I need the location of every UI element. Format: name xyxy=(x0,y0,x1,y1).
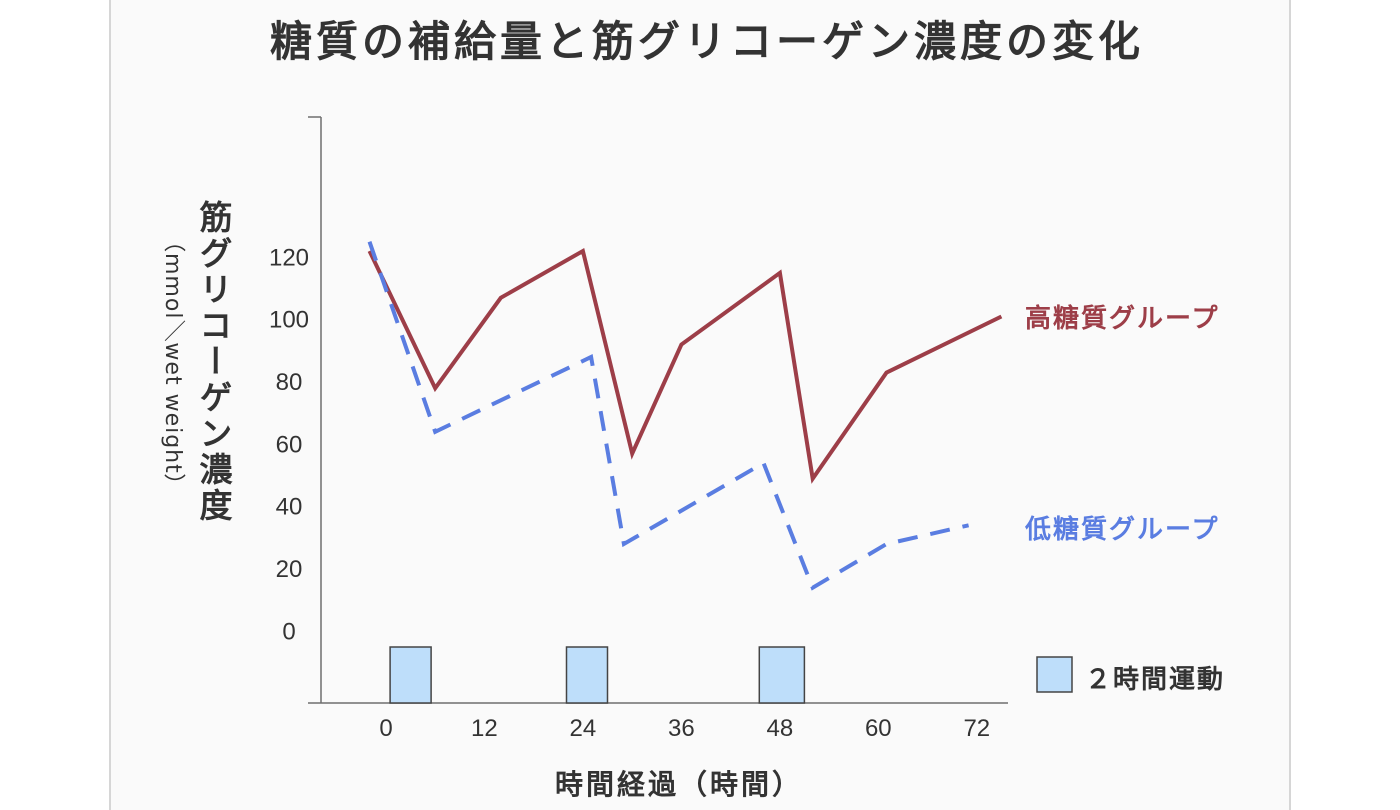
exercise-bout-box xyxy=(565,646,609,704)
y-tick-label: 120 xyxy=(269,244,309,271)
y-tick-label: 40 xyxy=(276,494,303,521)
x-tick-label: 60 xyxy=(865,715,892,742)
y-tick-label: 100 xyxy=(269,307,309,334)
legend-label-exercise: ２時間運動 xyxy=(1085,665,1225,695)
x-tick-label: 0 xyxy=(379,715,392,742)
x-axis-label: 時間経過（時間） xyxy=(555,768,803,801)
y-tick-labels: 0 20 40 60 80 100 120 xyxy=(269,244,309,645)
x-tick-labels: 0 12 24 36 48 60 72 xyxy=(379,715,990,742)
y-axis-label: 筋グリコーゲン濃度 xyxy=(194,200,233,524)
x-tick-label: 48 xyxy=(767,715,794,742)
y-tick-label: 0 xyxy=(282,618,295,645)
y-tick-label: 80 xyxy=(276,369,303,396)
series-label-high-carb: 高糖質グループ xyxy=(1025,303,1219,334)
high-carb-line xyxy=(367,247,1003,484)
exercise-bout-box xyxy=(389,646,432,704)
x-tick-label: 24 xyxy=(570,715,597,742)
series-label-low-carb: 低糖質グループ xyxy=(1024,514,1219,545)
x-tick-label: 72 xyxy=(963,715,990,742)
y-tick-label: 20 xyxy=(276,556,303,583)
chart-title: 糖質の補給量と筋グリコーゲン濃度の変化 xyxy=(270,17,1144,66)
exercise-bout-box xyxy=(758,646,806,704)
chart-panel xyxy=(110,0,1290,810)
y-tick-label: 60 xyxy=(276,431,303,458)
series-lines xyxy=(367,241,1003,591)
y-axis-unit: （mmol／wet weight） xyxy=(160,230,185,497)
x-tick-label: 36 xyxy=(668,715,695,742)
legend-swatch-exercise xyxy=(1036,656,1073,693)
exercise-bouts xyxy=(389,646,806,704)
x-tick-label: 12 xyxy=(471,715,498,742)
low-carb-line xyxy=(367,241,970,591)
